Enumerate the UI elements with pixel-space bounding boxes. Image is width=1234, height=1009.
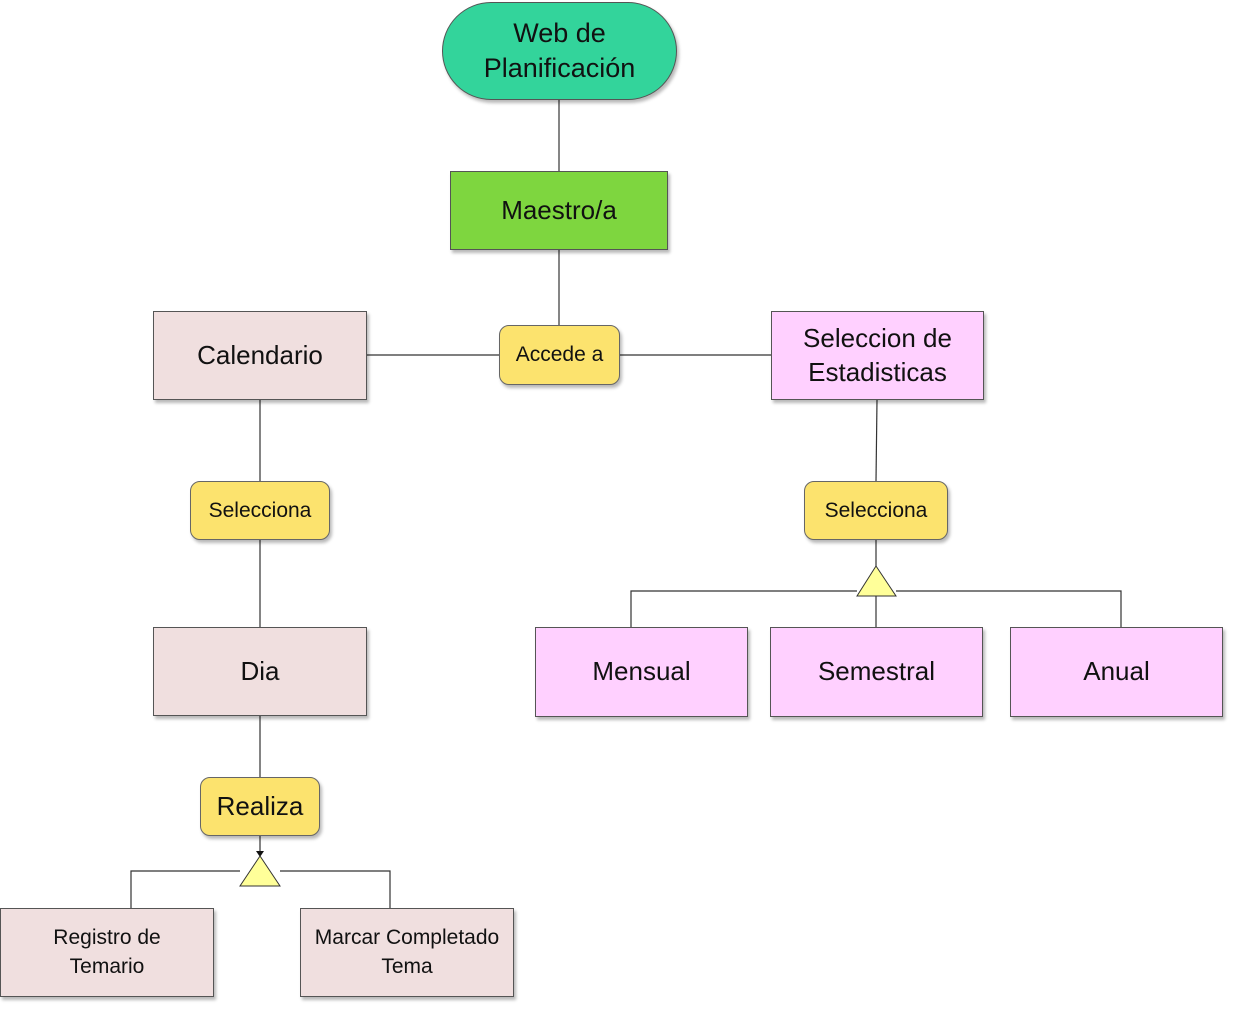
semestral-label: Semestral bbox=[817, 656, 936, 687]
registro-temario-label: Registro de Temario bbox=[53, 926, 161, 978]
maestro-node[interactable]: Maestro/a bbox=[450, 171, 668, 250]
registro-temario-node[interactable]: Registro de Temario bbox=[0, 908, 214, 997]
seleccion-estadisticas-node[interactable]: Seleccion de Estadisticas bbox=[771, 311, 984, 400]
selecciona-estadisticas-label: Selecciona bbox=[824, 498, 928, 522]
accede-a-node[interactable]: Accede a bbox=[499, 325, 620, 385]
marcar-completado-label: Marcar Completado Tema bbox=[314, 926, 500, 978]
dia-label: Dia bbox=[240, 655, 280, 686]
selecciona-calendario-node[interactable]: Selecciona bbox=[190, 481, 330, 540]
selecciona-estadisticas-node[interactable]: Selecciona bbox=[804, 481, 948, 540]
edge-triangle-mensual bbox=[630, 590, 857, 627]
generalization-triangle-icon bbox=[856, 565, 897, 597]
selecciona-calendario-label: Selecciona bbox=[208, 498, 312, 522]
generalization-triangle-icon bbox=[239, 855, 281, 887]
edge-triangle-anual bbox=[896, 590, 1122, 627]
edge-triangle-marcar bbox=[280, 870, 391, 908]
realiza-label: Realiza bbox=[216, 790, 304, 821]
edge-estadisticas-selecciona bbox=[875, 399, 878, 482]
anual-node[interactable]: Anual bbox=[1010, 627, 1223, 717]
arrowhead-icon bbox=[256, 851, 264, 857]
semestral-node[interactable]: Semestral bbox=[770, 627, 983, 717]
calendario-node[interactable]: Calendario bbox=[153, 311, 367, 400]
marcar-completado-node[interactable]: Marcar Completado Tema bbox=[300, 908, 514, 997]
web-planificacion-node[interactable]: Web de Planificación bbox=[442, 2, 677, 100]
accede-a-label: Accede a bbox=[515, 343, 604, 367]
web-planificacion-label: Web de Planificación bbox=[483, 17, 636, 83]
realiza-node[interactable]: Realiza bbox=[200, 777, 320, 836]
mensual-node[interactable]: Mensual bbox=[535, 627, 748, 717]
edge-triangle-registro bbox=[130, 870, 240, 908]
anual-label: Anual bbox=[1083, 656, 1150, 687]
maestro-label: Maestro/a bbox=[501, 194, 617, 225]
calendario-label: Calendario bbox=[197, 339, 323, 370]
seleccion-estadisticas-label: Seleccion de Estadisticas bbox=[803, 322, 952, 387]
dia-node[interactable]: Dia bbox=[153, 627, 367, 716]
mensual-label: Mensual bbox=[592, 656, 691, 687]
